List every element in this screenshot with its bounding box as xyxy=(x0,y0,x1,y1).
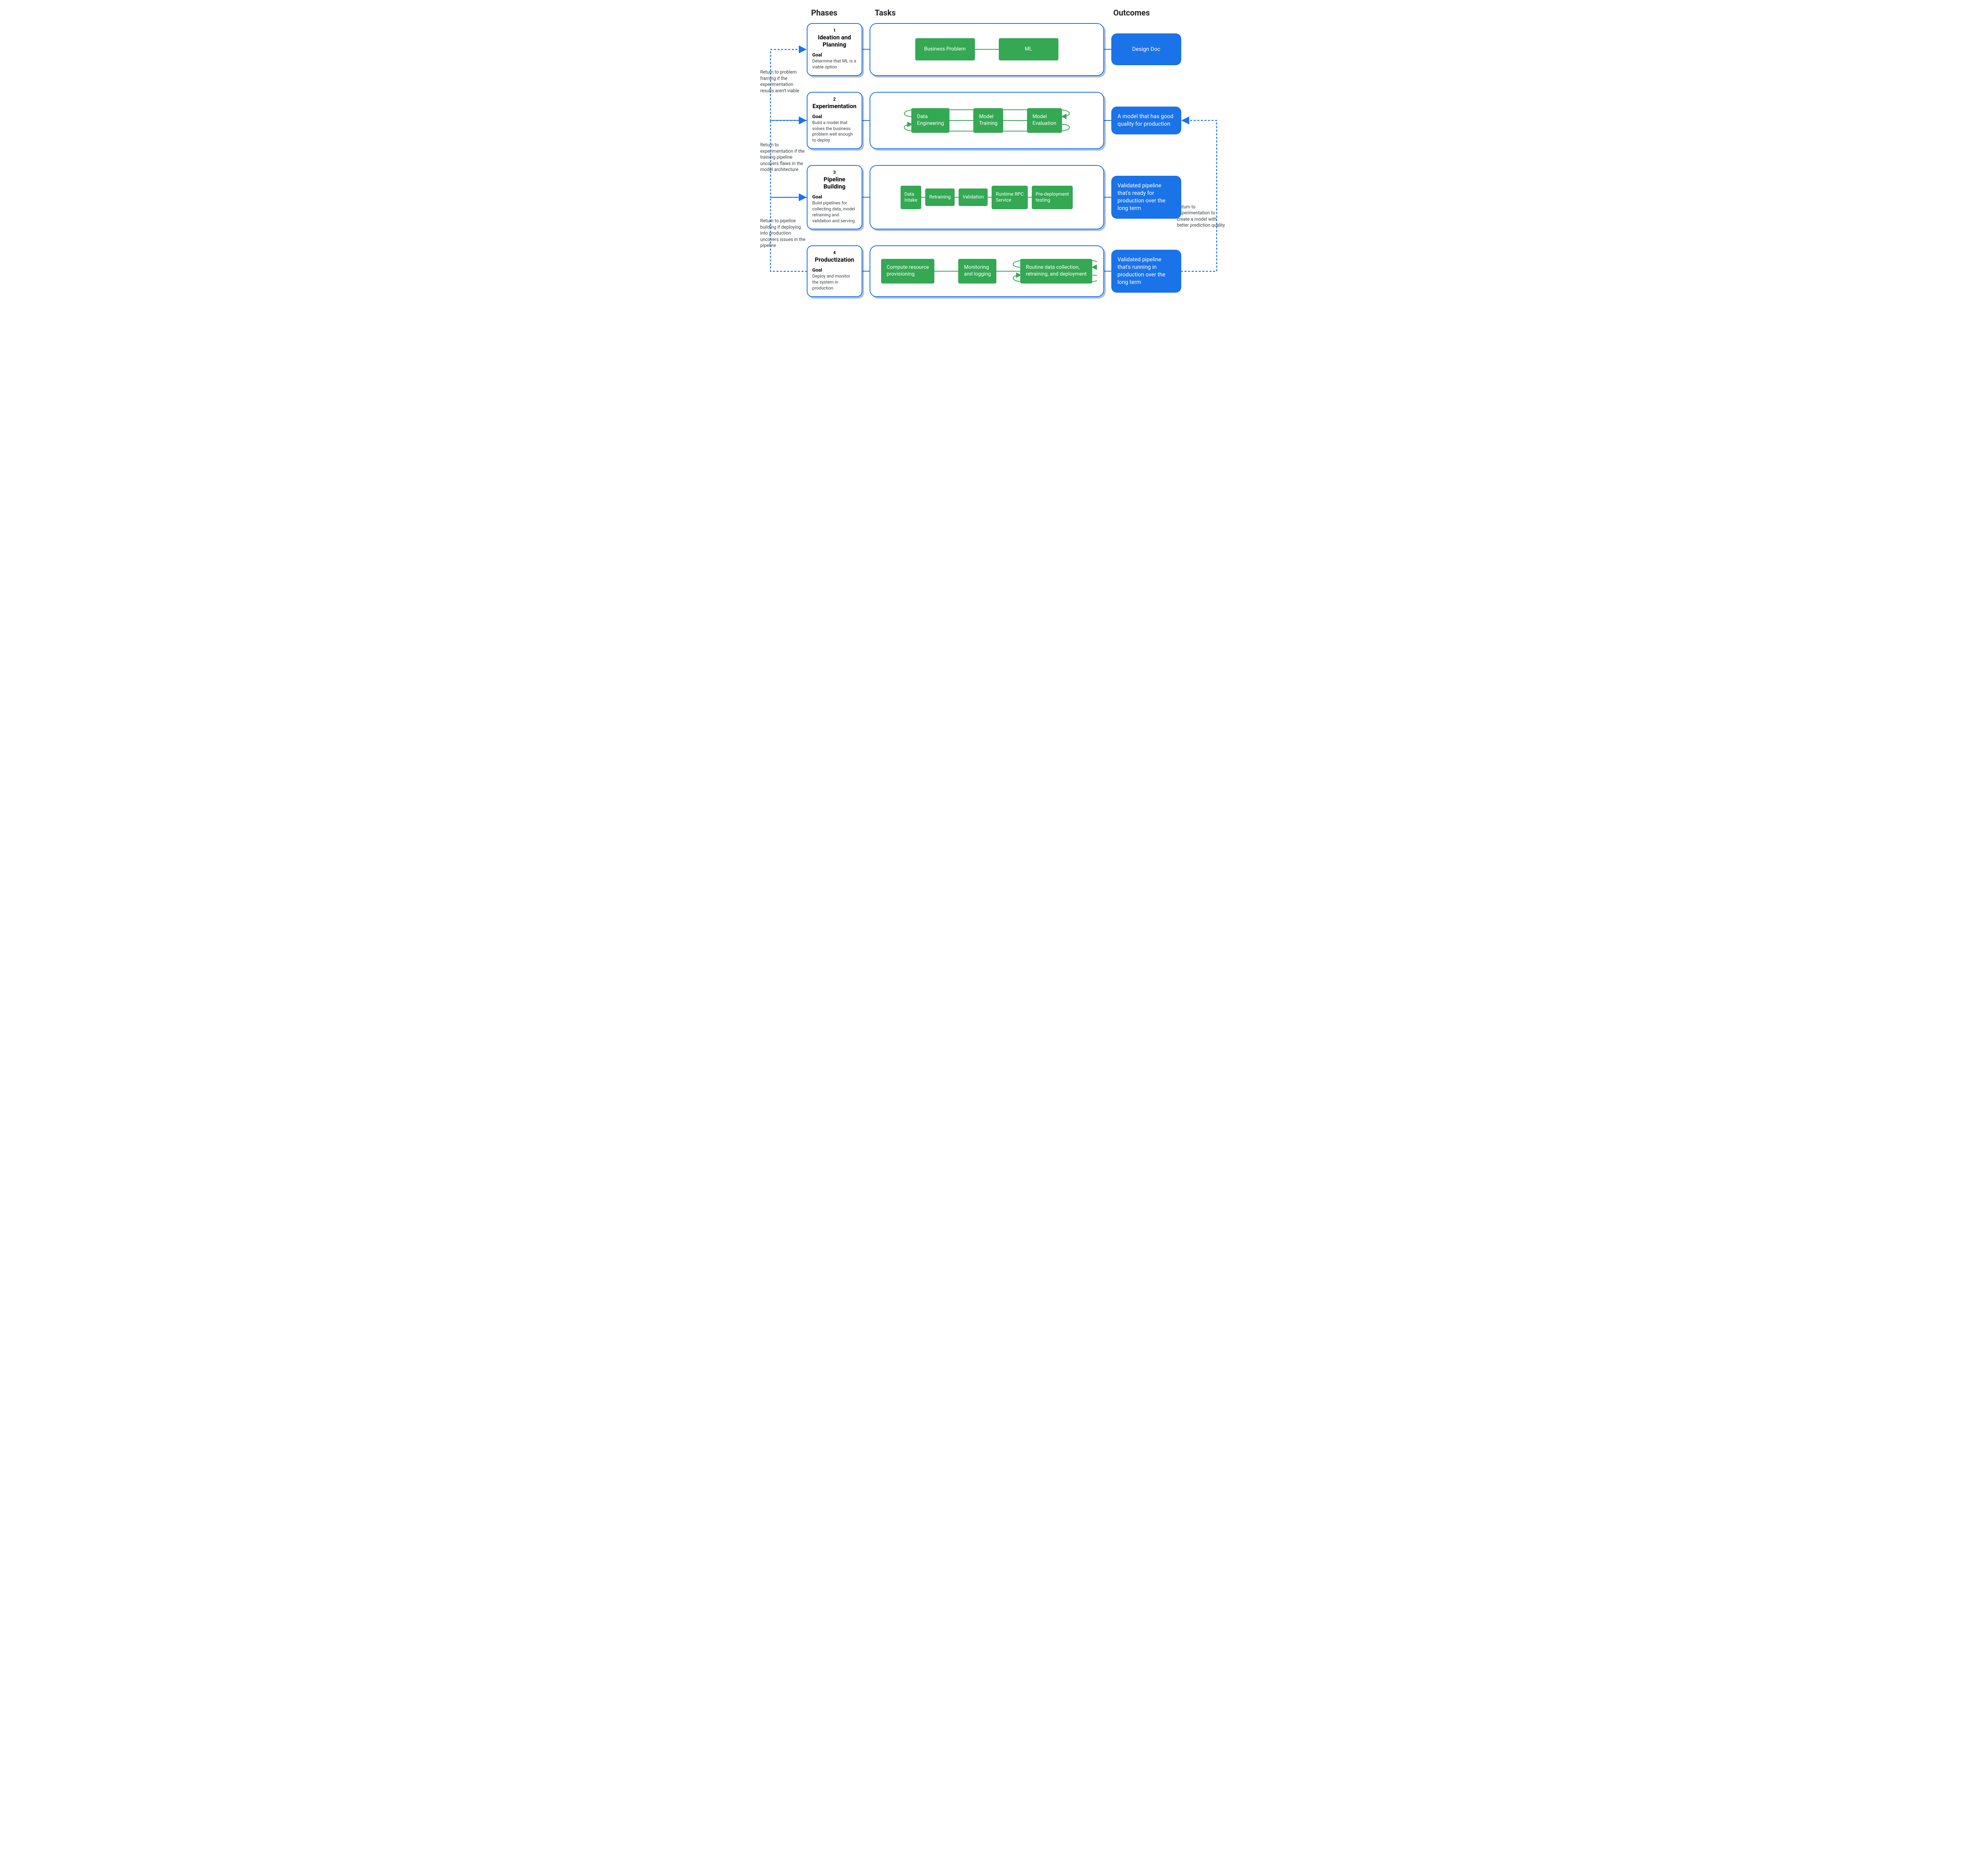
task-box: Pre-deployment testing xyxy=(1032,186,1073,209)
task-connector xyxy=(996,271,1020,272)
tasks-card: Compute resource provisioning Monitoring … xyxy=(870,245,1104,297)
phase-goal: Deploy and monitor the system in product… xyxy=(812,274,857,291)
phase-number: 4 xyxy=(812,250,857,255)
task-connector xyxy=(934,271,958,272)
phase-number: 2 xyxy=(812,97,857,102)
outcome-card: A model that has good quality for produc… xyxy=(1111,107,1182,134)
task-connector xyxy=(949,120,973,121)
phase-title: Experimentation xyxy=(812,103,857,110)
phase-goal: Build pipelines for collecting data, mod… xyxy=(812,200,857,224)
task-box: Monitoring and logging xyxy=(958,259,996,284)
task-sequence: Data Engineering Model Training Model Eval… xyxy=(877,108,1097,133)
tasks-card: Data Engineering Model Training Model Eval… xyxy=(870,92,1104,149)
header-phases: Phases xyxy=(811,8,875,17)
column-headers: Phases Tasks Outcomes xyxy=(759,8,1229,17)
feedback-label: Return to pipeline building if deploying… xyxy=(760,218,808,249)
task-box: Data Engineering xyxy=(911,108,949,133)
task-connector xyxy=(975,49,999,50)
task-box: ML xyxy=(999,38,1058,60)
phase-row: 4Productization GoalDeploy and monitor th… xyxy=(759,245,1229,297)
phase-row: 3Pipeline Building GoalBuild pipelines fo… xyxy=(759,165,1229,229)
goal-label: Goal xyxy=(812,114,857,119)
task-connector xyxy=(988,197,992,198)
feedback-label: Return to problem framing if the experim… xyxy=(760,69,808,94)
phase-card: 1Ideation and Planning GoalDetermine that… xyxy=(807,23,862,76)
outcome-card: Validated pipeline that's running in pro… xyxy=(1111,250,1182,293)
task-box: Retraining xyxy=(925,188,955,206)
ml-lifecycle-diagram: Phases Tasks Outcomes 1Ideation and Plan… xyxy=(759,8,1229,297)
phase-card: 3Pipeline Building GoalBuild pipelines fo… xyxy=(807,165,862,229)
feedback-label: Return to experimentation to create a mo… xyxy=(1177,204,1227,229)
goal-label: Goal xyxy=(812,267,857,273)
phase-card: 4Productization GoalDeploy and monitor th… xyxy=(807,245,862,297)
task-sequence: Data IntakeRetrainingValidationRuntime R… xyxy=(877,186,1097,209)
task-box: Validation xyxy=(959,188,988,206)
phase-goal: Determine that ML is a viable option xyxy=(812,58,857,70)
phase-title: Pipeline Building xyxy=(812,176,857,190)
task-box: Model Training xyxy=(973,108,1003,133)
outcome-card: Design Doc xyxy=(1111,33,1182,65)
phase-row: 2Experimentation GoalBuild a model that s… xyxy=(759,92,1229,149)
task-box: Routine data collection, retraining, and… xyxy=(1020,259,1092,284)
task-sequence: Business Problem ML xyxy=(877,38,1097,60)
phase-number: 3 xyxy=(812,170,857,175)
task-box: Data Intake xyxy=(901,186,922,209)
feedback-label: Return to experimentation if the trainin… xyxy=(760,142,808,173)
goal-label: Goal xyxy=(812,194,857,200)
phase-row: 1Ideation and Planning GoalDetermine that… xyxy=(759,23,1229,76)
tasks-card: Business Problem ML xyxy=(870,23,1104,76)
task-connector xyxy=(955,197,959,198)
goal-label: Goal xyxy=(812,52,857,58)
phase-title: Productization xyxy=(812,256,857,263)
header-outcomes: Outcomes xyxy=(1113,8,1229,17)
task-box: Compute resource provisioning xyxy=(881,259,935,284)
task-box: Runtime RPC Service xyxy=(992,186,1027,209)
task-connector xyxy=(1028,197,1032,198)
task-box: Model Evaluation xyxy=(1027,108,1062,133)
tasks-card: Data IntakeRetrainingValidationRuntime R… xyxy=(870,165,1104,229)
phase-card: 2Experimentation GoalBuild a model that s… xyxy=(807,92,862,149)
phase-goal: Build a model that solves the business p… xyxy=(812,120,857,144)
outcome-card: Validated pipeline that's ready for prod… xyxy=(1111,176,1182,219)
phase-title: Ideation and Planning xyxy=(812,34,857,48)
task-box: Business Problem xyxy=(915,38,975,60)
task-connector xyxy=(921,197,925,198)
phase-number: 1 xyxy=(812,28,857,33)
header-tasks: Tasks xyxy=(875,8,1113,17)
task-sequence: Compute resource provisioning Monitoring … xyxy=(877,259,1097,284)
task-connector xyxy=(1003,120,1027,121)
